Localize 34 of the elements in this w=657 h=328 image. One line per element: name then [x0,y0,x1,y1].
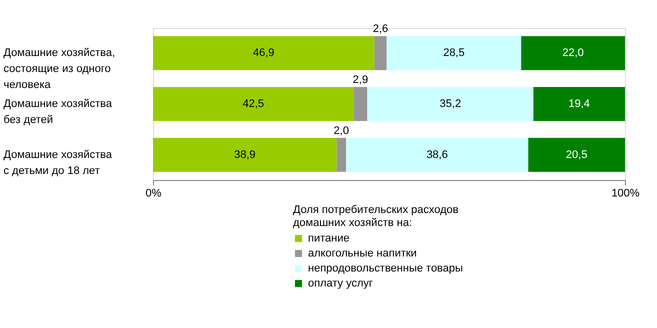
data-label: 38,6 [426,148,448,161]
bar [521,36,625,70]
bar [336,138,346,172]
bar [374,36,387,70]
data-label: 38,9 [234,148,256,161]
data-label: 46,9 [252,47,274,60]
data-label: 35,2 [440,98,462,110]
legend-label: алкогольные напитки [308,248,417,260]
bar [153,87,354,121]
x-tick-label: 0% [146,188,162,200]
data-label: 22,0 [562,47,584,60]
data-label: 2,0 [334,124,349,137]
data-label: 2,9 [352,74,368,86]
legend-label: питание [308,232,350,244]
x-tick-label: 100% [611,188,640,200]
data-label: 2,6 [372,23,388,36]
legend-label: непродовольственные товары [308,262,464,274]
bar [533,87,625,121]
bar [386,36,522,70]
data-label: 28,5 [443,47,465,60]
bar [354,87,368,121]
bar [367,87,534,121]
bar [153,138,337,172]
bar [153,36,374,70]
bar [346,138,528,172]
y-tick-label: Домашние хозяйства с детьми до 18 лет [4,148,113,177]
legend-title: Доля потребительских расходов домашних хозяйств на: [293,204,459,229]
data-label: 19,4 [568,98,590,110]
data-label: 42,5 [242,98,264,110]
y-tick-label: Домашние хозяйства, состоящие из одного человека [4,47,116,92]
data-label: 20,5 [566,148,588,161]
legend-label: оплату услуг [308,278,373,290]
y-tick-label: Домашние хозяйства без детей [4,98,113,126]
bar [528,138,625,172]
